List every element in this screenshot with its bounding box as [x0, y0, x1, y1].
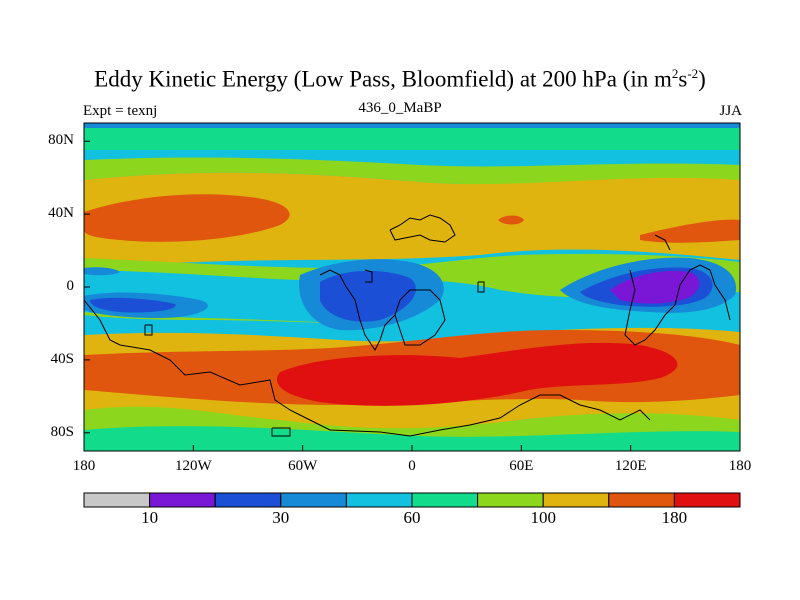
title-end: ): [698, 66, 706, 92]
title-sup-2: -2: [687, 66, 699, 81]
x-tick-label: 180: [728, 458, 752, 474]
y-tick-label: 0: [66, 278, 75, 294]
colorbar-tick-label: 60: [403, 508, 421, 527]
x-tick-label: 120E: [614, 458, 647, 474]
season-label: JJA: [719, 103, 742, 119]
colorbar-swatch: [83, 492, 151, 508]
colorbar-tick-label: 10: [141, 508, 159, 527]
title-main: Eddy Kinetic Energy (Low Pass, Bloomfiel…: [94, 66, 672, 92]
contour-red-south: [276, 342, 678, 406]
colorbar-swatch: [608, 492, 675, 508]
x-tick-label: 0: [408, 458, 416, 474]
x-tick-label: 180: [72, 458, 96, 474]
run-label: 436_0_MaBP: [358, 100, 442, 116]
colorbar-tick-label: 30: [272, 508, 290, 527]
y-tick-label: 80S: [50, 423, 74, 440]
contour-orange-north: [84, 194, 290, 242]
y-axis-ticks: [84, 140, 90, 434]
colorbar-swatch: [214, 492, 282, 508]
title-sup-1: 2: [671, 66, 679, 81]
contour-yellow-north: [84, 172, 740, 263]
x-axis-ticks: [83, 445, 741, 451]
colorbar: [83, 492, 741, 508]
coastlines: [83, 214, 731, 437]
colorbar-swatch: [477, 492, 544, 508]
contour-field: [84, 123, 740, 451]
title-mid: s: [678, 66, 688, 92]
colorbar-swatch: [542, 492, 610, 508]
colorbar-swatch: [411, 492, 479, 508]
colorbar-tick-label: 180: [661, 508, 688, 527]
colorbar-swatch: [149, 492, 216, 508]
colorbar-swatch: [345, 492, 413, 508]
colorbar-swatch: [673, 492, 741, 508]
y-tick-label: 40N: [48, 205, 74, 222]
colorbar-tick-label: 100: [530, 508, 556, 527]
x-tick-label: 120W: [174, 458, 212, 474]
y-tick-label: 80N: [48, 132, 74, 149]
colorbar-swatch: [280, 492, 347, 508]
y-tick-label: 40S: [50, 350, 74, 367]
contour-polar-north: [84, 123, 740, 150]
x-tick-label: 60E: [509, 458, 534, 474]
x-tick-label: 60W: [288, 458, 318, 474]
experiment-label: Expt = texnj: [83, 103, 158, 119]
plot-title: Eddy Kinetic Energy (Low Pass, Bloomfiel…: [0, 66, 800, 93]
